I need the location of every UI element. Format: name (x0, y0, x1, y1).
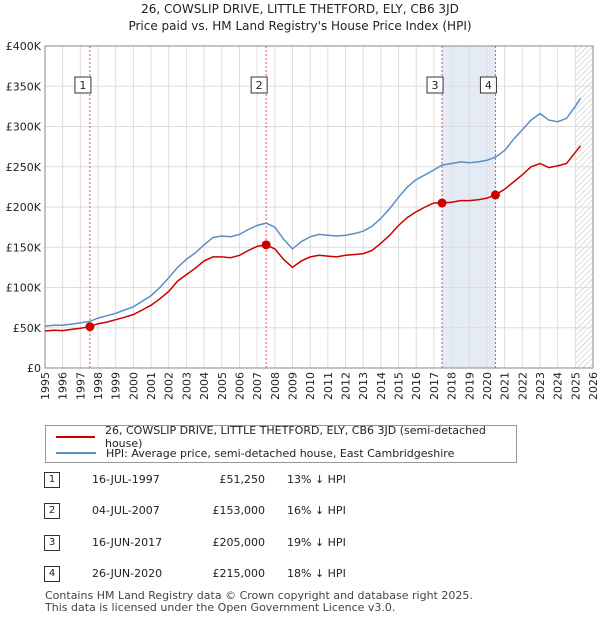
y-tick-label: £250K (6, 161, 42, 174)
x-tick-label: 2024 (552, 372, 565, 400)
sale-date: 16-JUN-2017 (92, 536, 163, 549)
x-tick-label: 2026 (587, 372, 600, 400)
sale-price: £215,000 (212, 567, 266, 580)
plot-frame (44, 45, 594, 369)
x-tick-label: 2008 (269, 372, 282, 400)
x-tick-label: 2025 (569, 372, 582, 400)
sale-label-number: 3 (432, 79, 439, 92)
sale-price: £153,000 (212, 504, 266, 517)
footer-attribution: Contains HM Land Registry data © Crown c… (45, 590, 473, 614)
x-tick-label: 2000 (127, 372, 140, 400)
y-tick-label: £200K (6, 201, 42, 214)
y-tick-label: £0 (27, 362, 41, 375)
legend-swatch-hpi (56, 452, 96, 454)
sale-label-box (426, 76, 444, 94)
x-tick-label: 2021 (499, 372, 512, 400)
y-tick-label: £100K (6, 282, 42, 295)
sale-label-box (479, 76, 497, 94)
x-tick-label: 2013 (357, 372, 370, 400)
hpi-series-line (44, 97, 582, 327)
x-tick-label: 2016 (410, 372, 423, 400)
x-tick-label: 2003 (180, 372, 193, 400)
footer-line-1: Contains HM Land Registry data © Crown c… (45, 589, 473, 602)
legend-label-property: 26, COWSLIP DRIVE, LITTLE THETFORD, ELY,… (104, 424, 486, 450)
x-tick-label: 2006 (233, 372, 246, 400)
sale-badge: 3 (44, 535, 60, 551)
x-tick-label: 2018 (446, 372, 459, 400)
table-row: 2 04-JUL-2007 £153,000 16% ↓ HPI (44, 503, 444, 523)
sale-price: £205,000 (212, 536, 266, 549)
y-tick-label: £350K (6, 80, 42, 93)
x-tick-label: 1999 (110, 372, 123, 400)
x-tick-label: 2012 (340, 372, 353, 400)
x-tick-label: 2002 (163, 372, 176, 400)
sale-badge: 1 (44, 472, 60, 488)
sale-point (437, 198, 447, 208)
table-row: 1 16-JUL-1997 £51,250 13% ↓ HPI (44, 472, 444, 492)
x-tick-label: 2005 (216, 372, 229, 400)
x-tick-label: 2015 (393, 372, 406, 400)
x-tick-label: 2020 (481, 372, 494, 400)
sale-label-box (74, 76, 92, 94)
x-tick-label: 2022 (516, 372, 529, 400)
footer-line-2: This data is licensed under the Open Gov… (45, 601, 396, 614)
x-tick-label: 2009 (286, 372, 299, 400)
sale-hpi-diff: 13% ↓ HPI (287, 473, 346, 486)
y-tick-label: £150K (6, 241, 42, 254)
y-tick-label: £300K (6, 121, 42, 134)
sale-point (261, 240, 271, 250)
table-row: 4 26-JUN-2020 £215,000 18% ↓ HPI (44, 566, 444, 586)
x-tick-label: 2014 (375, 372, 388, 400)
x-tick-label: 1997 (74, 372, 87, 400)
x-tick-label: 2011 (322, 372, 335, 400)
y-tick-label: £50K (13, 322, 42, 335)
sale-point (490, 190, 500, 200)
x-tick-label: 1998 (92, 372, 105, 400)
sale-badge: 2 (44, 503, 60, 519)
sale-hpi-diff: 19% ↓ HPI (287, 536, 346, 549)
price-chart: 26, COWSLIP DRIVE, LITTLE THETFORD, ELY,… (6, 2, 600, 400)
sale-price: £51,250 (219, 473, 266, 486)
x-tick-label: 1996 (57, 372, 70, 400)
x-tick-label: 2019 (463, 372, 476, 400)
legend-item-hpi: HPI: Average price, semi-detached house,… (46, 444, 454, 462)
sale-date: 26-JUN-2020 (92, 567, 163, 580)
legend-swatch-property (56, 436, 95, 438)
x-tick-label: 2017 (428, 372, 441, 400)
x-tick-label: 2007 (251, 372, 264, 400)
sale-badge: 4 (44, 566, 60, 582)
sale-date: 16-JUL-1997 (92, 473, 160, 486)
x-tick-label: 2010 (304, 372, 317, 400)
table-row: 3 16-JUN-2017 £205,000 19% ↓ HPI (44, 535, 444, 555)
x-tick-label: 2023 (534, 372, 547, 400)
sale-point (85, 322, 95, 332)
x-tick-label: 2001 (145, 372, 158, 400)
sale-label-number: 4 (485, 79, 492, 92)
chart-title: 26, COWSLIP DRIVE, LITTLE THETFORD, ELY,… (141, 2, 459, 16)
sale-hpi-diff: 18% ↓ HPI (287, 567, 346, 580)
sale-label-number: 1 (79, 79, 86, 92)
sale-label-number: 2 (256, 79, 263, 92)
chart-legend: 26, COWSLIP DRIVE, LITTLE THETFORD, ELY,… (45, 424, 517, 463)
x-tick-label: 2004 (198, 372, 211, 400)
chart-subtitle: Price paid vs. HM Land Registry's House … (128, 19, 471, 33)
sale-label-box (250, 76, 268, 94)
y-tick-label: £400K (6, 40, 42, 53)
legend-label-hpi: HPI: Average price, semi-detached house,… (106, 446, 455, 460)
sale-date: 04-JUL-2007 (92, 504, 160, 517)
sale-hpi-diff: 16% ↓ HPI (287, 504, 346, 517)
x-tick-label: 1995 (39, 372, 52, 400)
legend-item-property: 26, COWSLIP DRIVE, LITTLE THETFORD, ELY,… (46, 424, 516, 450)
